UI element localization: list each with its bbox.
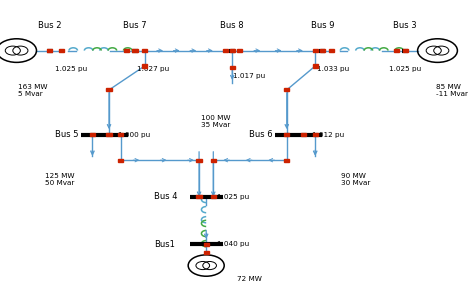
- Bar: [313, 49, 318, 52]
- Bar: [132, 49, 137, 52]
- Text: Bus 3: Bus 3: [393, 21, 417, 30]
- Text: Bus 6: Bus 6: [249, 130, 273, 139]
- Text: 1.017 pu: 1.017 pu: [233, 73, 265, 79]
- Bar: [196, 158, 201, 162]
- Text: 90 MW
30 Mvar: 90 MW 30 Mvar: [341, 173, 371, 186]
- Bar: [203, 251, 209, 255]
- Bar: [394, 49, 399, 52]
- Bar: [329, 49, 335, 52]
- Text: 1.025 pu: 1.025 pu: [55, 66, 87, 72]
- Text: 1.027 pu: 1.027 pu: [137, 66, 170, 72]
- Bar: [284, 158, 289, 162]
- Bar: [90, 133, 95, 136]
- Bar: [47, 49, 52, 52]
- Text: Bus 8: Bus 8: [220, 21, 244, 30]
- Bar: [142, 49, 147, 52]
- Bar: [402, 49, 408, 52]
- Bar: [106, 133, 111, 136]
- Bar: [313, 65, 318, 68]
- Text: Bus 7: Bus 7: [123, 21, 147, 30]
- Text: 100 MW
35 Mvar: 100 MW 35 Mvar: [201, 115, 231, 128]
- Bar: [196, 195, 201, 198]
- Text: Bus 5: Bus 5: [55, 130, 78, 139]
- Text: Bus 4: Bus 4: [154, 192, 178, 201]
- Bar: [203, 243, 209, 246]
- Bar: [319, 49, 325, 52]
- Text: 1.040 pu: 1.040 pu: [217, 241, 249, 248]
- Bar: [118, 133, 123, 136]
- Bar: [118, 158, 123, 162]
- Text: 1.012 pu: 1.012 pu: [312, 132, 344, 138]
- Text: 85 MW
-11 Mvar: 85 MW -11 Mvar: [436, 84, 468, 97]
- Bar: [301, 133, 306, 136]
- Text: 1.025 pu: 1.025 pu: [217, 194, 249, 200]
- Bar: [284, 133, 289, 136]
- Text: 72 MW
28 Mvar: 72 MW 28 Mvar: [237, 276, 266, 281]
- Bar: [124, 49, 129, 52]
- Text: 1.033 pu: 1.033 pu: [317, 66, 349, 72]
- Bar: [59, 49, 64, 52]
- Bar: [229, 49, 235, 52]
- Text: Bus1: Bus1: [155, 240, 175, 249]
- Bar: [210, 195, 216, 198]
- Bar: [313, 133, 318, 136]
- Bar: [142, 65, 147, 68]
- Text: 163 MW
5 Mvar: 163 MW 5 Mvar: [18, 84, 47, 97]
- Text: 1.025 pu: 1.025 pu: [389, 66, 421, 72]
- Text: Bus 2: Bus 2: [38, 21, 62, 30]
- Bar: [106, 88, 111, 92]
- Text: 125 MW
50 Mvar: 125 MW 50 Mvar: [45, 173, 74, 186]
- Text: 1.000 pu: 1.000 pu: [118, 132, 150, 138]
- Bar: [284, 88, 289, 92]
- Bar: [210, 158, 216, 162]
- Bar: [237, 49, 242, 52]
- Bar: [222, 49, 228, 52]
- Bar: [229, 66, 235, 69]
- Text: Bus 9: Bus 9: [310, 21, 334, 30]
